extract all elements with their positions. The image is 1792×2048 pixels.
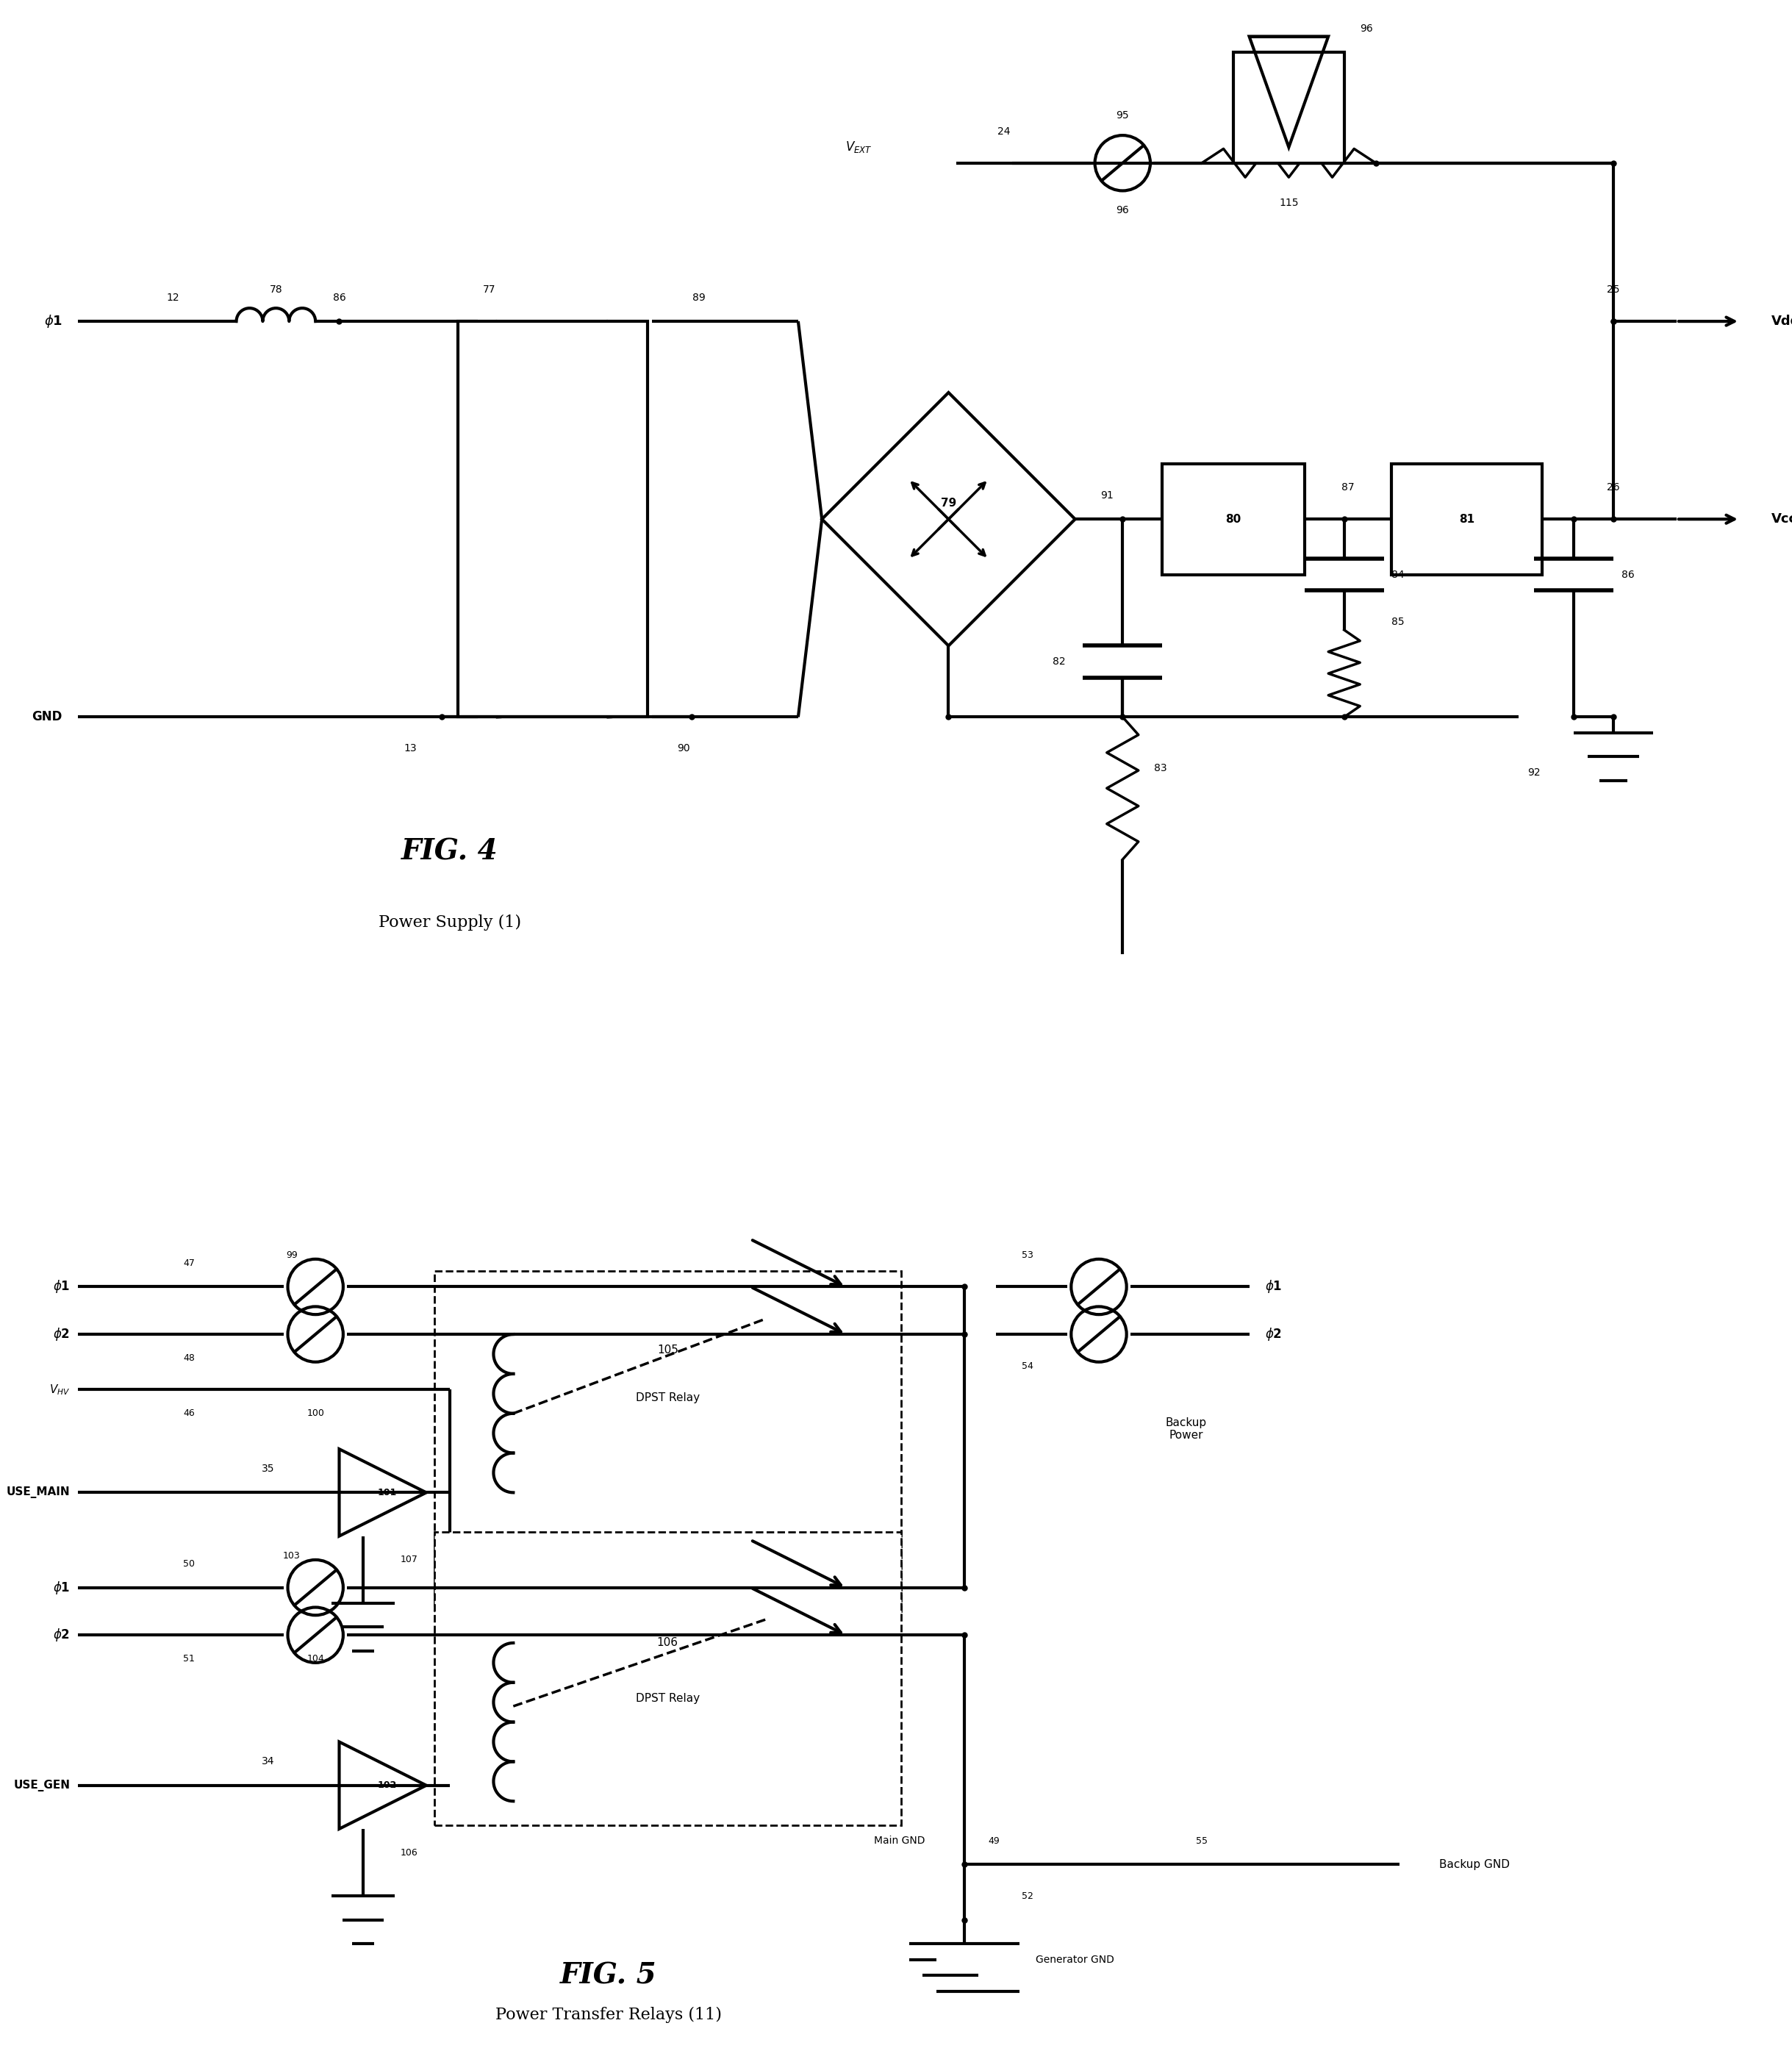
Text: 24: 24 xyxy=(998,127,1011,137)
Text: 90: 90 xyxy=(677,743,690,754)
Text: 99: 99 xyxy=(287,1251,297,1260)
Text: 13: 13 xyxy=(403,743,418,754)
Text: 102: 102 xyxy=(378,1780,396,1790)
Text: USE_MAIN: USE_MAIN xyxy=(7,1487,70,1499)
Text: 80: 80 xyxy=(1226,514,1242,524)
Text: 26: 26 xyxy=(1607,483,1620,494)
Text: 115: 115 xyxy=(1279,197,1299,207)
Text: 85: 85 xyxy=(1392,616,1405,627)
Text: $\phi$1: $\phi$1 xyxy=(54,1579,70,1595)
Bar xyxy=(1233,53,1344,164)
Text: Vdd: Vdd xyxy=(1772,315,1792,328)
Text: 35: 35 xyxy=(262,1464,274,1475)
Text: 83: 83 xyxy=(1154,764,1167,774)
Text: Generator GND: Generator GND xyxy=(1036,1954,1115,1964)
Text: Backup GND: Backup GND xyxy=(1439,1860,1509,1870)
Text: DPST Relay: DPST Relay xyxy=(636,1694,699,1704)
Text: 52: 52 xyxy=(1021,1892,1034,1901)
Text: DPST Relay: DPST Relay xyxy=(636,1393,699,1403)
Text: 92: 92 xyxy=(1527,768,1541,778)
Text: $\phi$1: $\phi$1 xyxy=(1265,1278,1283,1294)
Bar xyxy=(434,1272,901,1612)
Text: 53: 53 xyxy=(1021,1251,1034,1260)
Text: 103: 103 xyxy=(283,1550,301,1561)
Text: 87: 87 xyxy=(1342,483,1355,494)
Text: Power Transfer Relays (11): Power Transfer Relays (11) xyxy=(495,2007,722,2023)
Text: 96: 96 xyxy=(1116,205,1129,215)
Text: 86: 86 xyxy=(333,293,346,303)
Text: 107: 107 xyxy=(400,1554,418,1565)
Text: 81: 81 xyxy=(1459,514,1475,524)
Bar xyxy=(1392,463,1541,575)
Text: 55: 55 xyxy=(1195,1835,1208,1845)
Text: GND: GND xyxy=(32,711,63,723)
Text: 84: 84 xyxy=(1392,569,1405,580)
Text: 46: 46 xyxy=(183,1409,195,1417)
Bar xyxy=(459,322,649,717)
Text: 78: 78 xyxy=(269,285,283,295)
Text: 105: 105 xyxy=(658,1346,677,1356)
Text: $\phi$1: $\phi$1 xyxy=(43,313,63,330)
Text: FIG. 4: FIG. 4 xyxy=(401,838,498,866)
Text: 54: 54 xyxy=(1021,1362,1034,1370)
Bar xyxy=(434,1532,901,1825)
Text: Vcc: Vcc xyxy=(1772,512,1792,526)
Text: 48: 48 xyxy=(183,1354,195,1362)
Text: $\phi$2: $\phi$2 xyxy=(1265,1327,1281,1341)
Text: 101: 101 xyxy=(378,1487,396,1497)
Text: Power Supply (1): Power Supply (1) xyxy=(378,915,521,932)
Text: 89: 89 xyxy=(694,293,706,303)
Text: 104: 104 xyxy=(306,1655,324,1663)
Text: $\phi$2: $\phi$2 xyxy=(54,1327,70,1341)
Text: 49: 49 xyxy=(987,1835,1000,1845)
Text: $V_{EXT}$: $V_{EXT}$ xyxy=(846,139,873,154)
Text: $\phi$1: $\phi$1 xyxy=(54,1278,70,1294)
Text: 91: 91 xyxy=(1100,489,1113,500)
Text: $V_{HV}$: $V_{HV}$ xyxy=(50,1382,70,1397)
Text: 12: 12 xyxy=(167,293,179,303)
Text: USE_GEN: USE_GEN xyxy=(14,1780,70,1792)
Text: 47: 47 xyxy=(183,1257,195,1268)
Text: Main GND: Main GND xyxy=(874,1835,925,1845)
Text: 86: 86 xyxy=(1622,569,1634,580)
Text: 50: 50 xyxy=(183,1559,195,1569)
Text: 25: 25 xyxy=(1607,285,1620,295)
Text: 79: 79 xyxy=(941,498,957,508)
Bar xyxy=(1163,463,1305,575)
Text: 77: 77 xyxy=(484,285,496,295)
Text: 96: 96 xyxy=(1360,23,1373,33)
Text: 95: 95 xyxy=(1116,111,1129,121)
Text: 82: 82 xyxy=(1054,657,1066,668)
Text: Backup
Power: Backup Power xyxy=(1165,1417,1206,1442)
Text: 51: 51 xyxy=(183,1655,195,1663)
Text: 106: 106 xyxy=(658,1638,677,1649)
Text: $\phi$2: $\phi$2 xyxy=(54,1626,70,1642)
Text: 34: 34 xyxy=(262,1757,274,1767)
Text: 100: 100 xyxy=(306,1409,324,1417)
Text: 106: 106 xyxy=(400,1847,418,1858)
Text: FIG. 5: FIG. 5 xyxy=(559,1962,656,1989)
